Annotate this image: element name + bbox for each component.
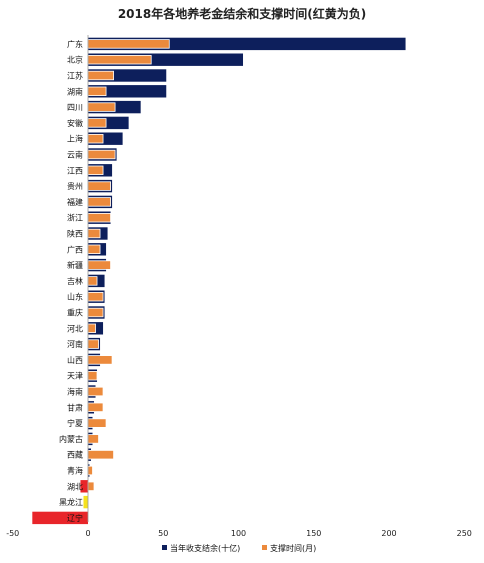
bar-months-21 [87, 370, 98, 381]
category-label-14: 新疆 [67, 260, 83, 270]
bar-months-5 [87, 118, 107, 128]
category-label-26: 西藏 [67, 450, 83, 460]
x-tick-label-1: 0 [85, 529, 90, 538]
category-label-16: 山东 [67, 292, 83, 302]
bar-months-24 [87, 418, 107, 428]
category-label-7: 云南 [67, 150, 83, 160]
category-label-27: 青海 [67, 466, 83, 476]
bar-months-0 [87, 39, 170, 49]
bar-months-4 [87, 102, 116, 112]
bar-months-15 [87, 276, 98, 286]
category-label-28: 湖北 [67, 482, 83, 491]
x-tick-label-3: 100 [231, 529, 246, 538]
category-label-25: 内蒙古 [59, 434, 83, 444]
bar-months-23 [87, 402, 104, 413]
bar-months-27 [87, 465, 93, 476]
legend-swatch-balance [162, 545, 167, 550]
category-label-30: 辽宁 [67, 513, 83, 523]
legend-label-months: 支撑时间(月) [270, 543, 316, 553]
category-label-12: 陕西 [67, 229, 83, 239]
bar-months-17 [87, 307, 104, 318]
x-tick-label-2: 50 [158, 529, 168, 538]
x-tick-label-5: 200 [381, 529, 396, 538]
legend-swatch-months [262, 545, 267, 550]
bar-balance-3 [88, 85, 167, 98]
x-tick-label-4: 150 [306, 529, 321, 538]
chart-title: 2018年各地养老金结余和支撑时间(红黄为负) [118, 6, 366, 21]
bar-months-9 [87, 181, 111, 191]
bar-months-11 [87, 212, 111, 223]
bar-months-8 [87, 165, 104, 176]
category-label-5: 安徽 [67, 118, 83, 128]
category-label-24: 宁夏 [67, 418, 83, 428]
category-label-11: 浙江 [67, 213, 83, 223]
bar-months-25 [87, 434, 99, 444]
bar-months-28 [87, 481, 95, 492]
legend: 当年收支结余(十亿) 支撑时间(月) [162, 543, 316, 553]
category-label-0: 广东 [67, 39, 83, 49]
bar-months-19 [87, 339, 99, 349]
bar-balance-30 [32, 511, 88, 525]
category-label-2: 江苏 [67, 71, 83, 81]
bar-months-10 [87, 197, 111, 207]
bar-balance-28 [80, 480, 88, 493]
category-label-22: 海南 [67, 387, 83, 397]
x-tick-label-6: 250 [457, 529, 472, 538]
x-tick-label-0: -50 [6, 529, 19, 538]
bar-months-22 [87, 386, 104, 397]
bar-months-7 [87, 149, 116, 160]
category-label-15: 吉林 [67, 276, 83, 286]
category-label-20: 山西 [67, 355, 83, 365]
category-label-4: 四川 [67, 103, 83, 112]
bar-months-16 [87, 291, 104, 302]
category-label-23: 甘肃 [67, 402, 83, 412]
category-label-13: 广西 [67, 244, 83, 254]
bar-months-6 [87, 133, 104, 144]
category-label-21: 天津 [67, 371, 83, 381]
bar-months-3 [87, 86, 107, 97]
bar-months-26 [87, 449, 114, 460]
category-label-29: 黑龙江 [59, 497, 83, 507]
category-label-19: 河南 [67, 339, 83, 349]
bar-months-18 [87, 323, 96, 334]
category-label-6: 上海 [67, 134, 83, 144]
category-label-9: 贵州 [67, 181, 83, 191]
category-label-17: 重庆 [67, 308, 83, 318]
bar-balance-29 [83, 495, 88, 509]
category-label-8: 江西 [67, 166, 83, 175]
bar-months-1 [87, 55, 152, 65]
bar-months-2 [87, 70, 114, 81]
bar-months-13 [87, 244, 101, 255]
bar-months-14 [87, 260, 111, 270]
category-label-1: 北京 [67, 55, 83, 65]
category-label-3: 湖南 [67, 86, 83, 96]
category-label-10: 福建 [67, 197, 83, 207]
bar-months-20 [87, 355, 113, 365]
legend-label-balance: 当年收支结余(十亿) [170, 543, 240, 553]
bar-months-12 [87, 228, 101, 239]
category-label-18: 河北 [67, 323, 83, 333]
